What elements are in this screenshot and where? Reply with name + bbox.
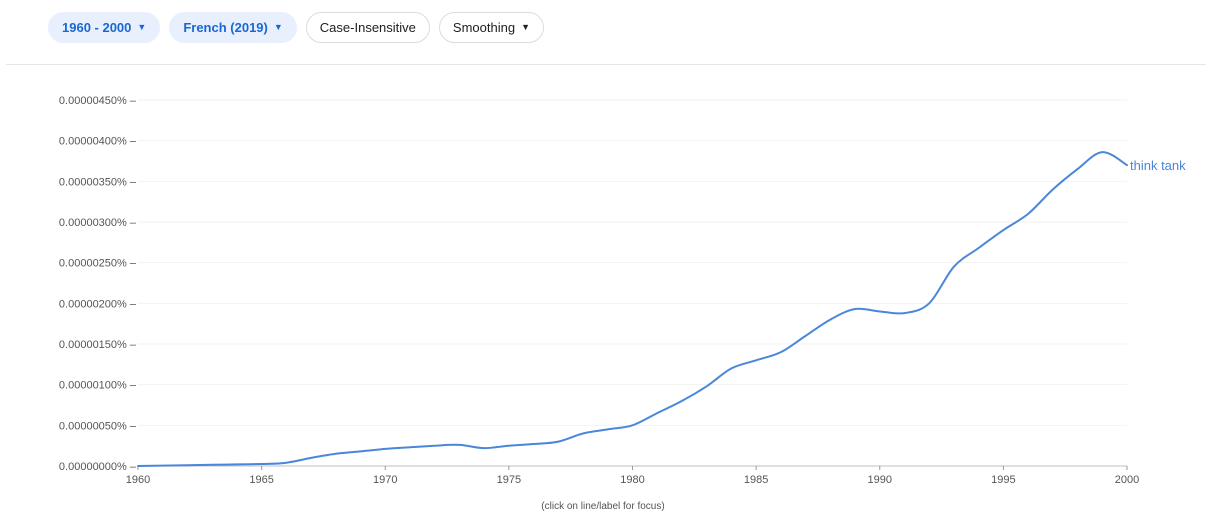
x-tick-label: 2000 — [1115, 474, 1139, 486]
y-tick-label: 0.00000450% – — [59, 95, 137, 107]
y-tick-label: 0.00000200% – — [59, 298, 137, 310]
y-tick-label: 0.00000400% – — [59, 136, 137, 148]
focus-hint: (click on line/label for focus) — [541, 501, 665, 512]
y-tick-label: 0.00000300% – — [59, 217, 137, 229]
caret-down-icon: ▼ — [137, 22, 147, 32]
y-tick-label: 0.00000250% – — [59, 258, 137, 270]
toolbar: 1960 - 2000 ▼ French (2019) ▼ Case-Insen… — [48, 11, 544, 44]
y-tick-label: 0.00000150% – — [59, 339, 137, 351]
corpus-label: French (2019) — [183, 20, 268, 35]
case-insensitive-label: Case-Insensitive — [319, 20, 416, 35]
series-label-think-tank[interactable]: think tank — [1130, 158, 1186, 173]
corpus-dropdown[interactable]: French (2019) ▼ — [169, 12, 297, 43]
x-tick-label: 1990 — [868, 474, 892, 486]
y-tick-label: 0.00000100% – — [59, 380, 137, 392]
x-tick-label: 1960 — [126, 474, 150, 486]
y-tick-label: 0.00000050% – — [59, 420, 137, 432]
x-tick-label: 1970 — [373, 474, 397, 486]
x-tick-label: 1965 — [249, 474, 273, 486]
toolbar-divider — [6, 64, 1206, 65]
x-tick-label: 1975 — [497, 474, 521, 486]
y-tick-label: 0.00000000% – — [59, 461, 137, 473]
x-tick-label: 1995 — [991, 474, 1015, 486]
series-line-think-tank — [137, 151, 1128, 467]
case-insensitive-toggle[interactable]: Case-Insensitive — [305, 12, 430, 43]
smoothing-dropdown[interactable]: Smoothing ▼ — [438, 12, 544, 43]
x-tick-label: 1985 — [744, 474, 768, 486]
caret-down-icon: ▼ — [521, 22, 530, 32]
y-tick-label: 0.00000350% – — [59, 176, 137, 188]
smoothing-label: Smoothing — [452, 20, 516, 35]
year-range-dropdown[interactable]: 1960 - 2000 ▼ — [48, 12, 161, 43]
x-tick-label: 1980 — [620, 474, 644, 486]
caret-down-icon: ▼ — [273, 22, 283, 32]
year-range-label: 1960 - 2000 — [62, 20, 132, 35]
